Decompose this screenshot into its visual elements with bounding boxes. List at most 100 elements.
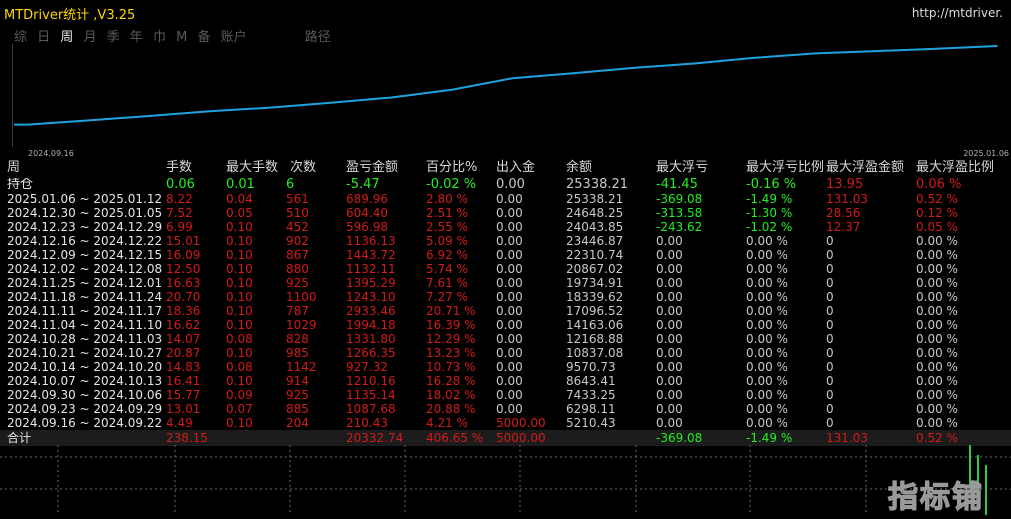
table-header-row: 周 手数 最大手数 次数 盈亏金额 百分比% 出入金 余额 最大浮亏 最大浮亏比… — [0, 158, 1011, 178]
row-max-lots: 0.10 — [226, 304, 253, 318]
row-max-float-loss: 0.00 — [656, 304, 683, 318]
tab-daily[interactable]: 日 — [37, 30, 51, 45]
row-max-lots: 0.08 — [226, 332, 253, 346]
tab-yearly[interactable]: 年 — [129, 30, 143, 45]
row-max-float-loss: 0.00 — [656, 360, 683, 374]
row-pnl: 596.98 — [346, 220, 388, 234]
row-lots: 13.01 — [166, 402, 201, 416]
equity-point — [996, 45, 998, 47]
row-max-lots: 0.10 — [226, 220, 253, 234]
equity-point — [572, 72, 574, 75]
row-max-float-profit-pct: 0.00 % — [916, 332, 958, 346]
row-max-lots: 0.10 — [226, 416, 253, 430]
x-tick-label-start: 2024.09.16 — [28, 149, 74, 158]
row-max-lots: 0.10 — [226, 262, 253, 276]
row-pnl: 1243.10 — [346, 290, 396, 304]
row-balance: 5210.43 — [566, 416, 616, 430]
row-pnl: 1135.14 — [346, 388, 396, 402]
row-count: 914 — [286, 374, 309, 388]
row-balance: 23446.87 — [566, 234, 624, 248]
equity-point — [330, 101, 332, 104]
row-pct: 18.02 % — [426, 388, 476, 402]
row-balance: 7433.25 — [566, 388, 616, 402]
tab-quarterly[interactable]: 季 — [106, 30, 120, 45]
tab-magic[interactable]: M — [176, 30, 188, 45]
row-period: 2024.12.23 ~ 2024.12.29 — [7, 220, 163, 234]
row-flow: 0.00 — [496, 262, 523, 276]
row-max-float-loss: 0.00 — [656, 234, 683, 248]
tab-summary[interactable]: 综 — [14, 30, 28, 45]
row-pct: 7.27 % — [426, 290, 468, 304]
row-pct: 6.92 % — [426, 248, 468, 262]
row-period: 2024.10.28 ~ 2024.11.03 — [7, 332, 163, 346]
candlestick-marks — [969, 445, 987, 515]
row-max-lots: 0.07 — [226, 402, 253, 416]
period-tabs: 综 日 周 月 季 年 巾 M 备 账户 路径 — [14, 26, 337, 45]
row-max-float-loss-pct: 0.00 % — [746, 402, 788, 416]
row-pnl: 1994.18 — [346, 318, 396, 332]
row-pnl: 604.40 — [346, 206, 388, 220]
open-max-float-loss: -41.45 — [656, 178, 698, 192]
row-max-float-profit-pct: 0.00 % — [916, 416, 958, 430]
row-max-float-profit: 0 — [826, 332, 834, 346]
row-max-lots: 0.10 — [226, 346, 253, 360]
row-max-float-loss-pct: 0.00 % — [746, 304, 788, 318]
row-lots: 16.62 — [166, 318, 201, 332]
website-link[interactable]: http://mtdriver. — [911, 6, 1003, 20]
equity-point — [208, 110, 211, 112]
row-max-float-loss-pct: 0.00 % — [746, 318, 788, 332]
open-flow: 0.00 — [496, 178, 525, 192]
row-flow: 0.00 — [496, 304, 523, 318]
row-max-float-loss-pct: 0.00 % — [746, 262, 788, 276]
row-max-float-profit-pct: 0.00 % — [916, 304, 958, 318]
tab-path[interactable]: 路径 — [304, 30, 331, 45]
row-max-float-profit: 12.37 — [826, 220, 861, 234]
row-balance: 24043.85 — [566, 220, 624, 234]
equity-point — [632, 67, 635, 69]
tab-weekly[interactable]: 周 — [60, 30, 74, 45]
row-lots: 16.09 — [166, 248, 201, 262]
row-count: 902 — [286, 234, 309, 248]
row-flow: 0.00 — [496, 248, 523, 262]
row-pnl: 1266.35 — [346, 346, 396, 360]
row-balance: 9570.73 — [566, 360, 616, 374]
row-max-float-loss: 0.00 — [656, 290, 683, 304]
open-balance: 25338.21 — [566, 178, 629, 192]
row-flow: 0.00 — [496, 276, 523, 290]
header-max-float-loss-pct: 最大浮亏比例 — [746, 160, 825, 175]
row-max-float-profit: 131.03 — [826, 192, 868, 206]
row-flow: 0.00 — [496, 318, 523, 332]
tab-monthly[interactable]: 月 — [83, 30, 97, 45]
header-lots: 手数 — [166, 160, 193, 175]
row-pct: 5.09 % — [426, 234, 468, 248]
header-max-float-loss: 最大浮亏 — [656, 160, 709, 175]
row-flow: 0.00 — [496, 388, 523, 402]
row-max-float-loss-pct: 0.00 % — [746, 346, 788, 360]
row-max-float-profit-pct: 0.00 % — [916, 248, 958, 262]
header-flow: 出入金 — [496, 160, 536, 175]
row-max-float-loss: 0.00 — [656, 276, 683, 290]
row-lots: 4.49 — [166, 416, 193, 430]
row-pct: 2.80 % — [426, 192, 468, 206]
row-count: 885 — [286, 402, 309, 416]
tab-account[interactable]: 账户 — [220, 30, 247, 45]
tab-symbol[interactable]: 巾 — [152, 30, 166, 45]
tab-notes[interactable]: 备 — [197, 30, 211, 45]
row-max-float-profit: 0 — [826, 318, 834, 332]
row-balance: 24648.25 — [566, 206, 624, 220]
row-count: 452 — [286, 220, 309, 234]
row-max-float-loss-pct: 0.00 % — [746, 234, 788, 248]
row-pct: 2.55 % — [426, 220, 468, 234]
row-max-float-loss: 0.00 — [656, 374, 683, 388]
row-max-float-profit: 0 — [826, 346, 834, 360]
row-max-float-loss: 0.00 — [656, 332, 683, 346]
row-pct: 20.88 % — [426, 402, 476, 416]
row-max-float-profit-pct: 0.00 % — [916, 276, 958, 290]
row-max-float-profit-pct: 0.00 % — [916, 346, 958, 360]
equity-point — [451, 88, 453, 91]
total-max-float-profit: 131.03 — [826, 431, 868, 445]
row-max-float-loss-pct: 0.00 % — [746, 290, 788, 304]
row-lots: 20.87 — [166, 346, 201, 360]
row-lots: 8.22 — [166, 192, 193, 206]
table-row: 2024.10.07 ~ 2024.10.13 16.41 0.10 914 1210.… — [0, 374, 1011, 388]
